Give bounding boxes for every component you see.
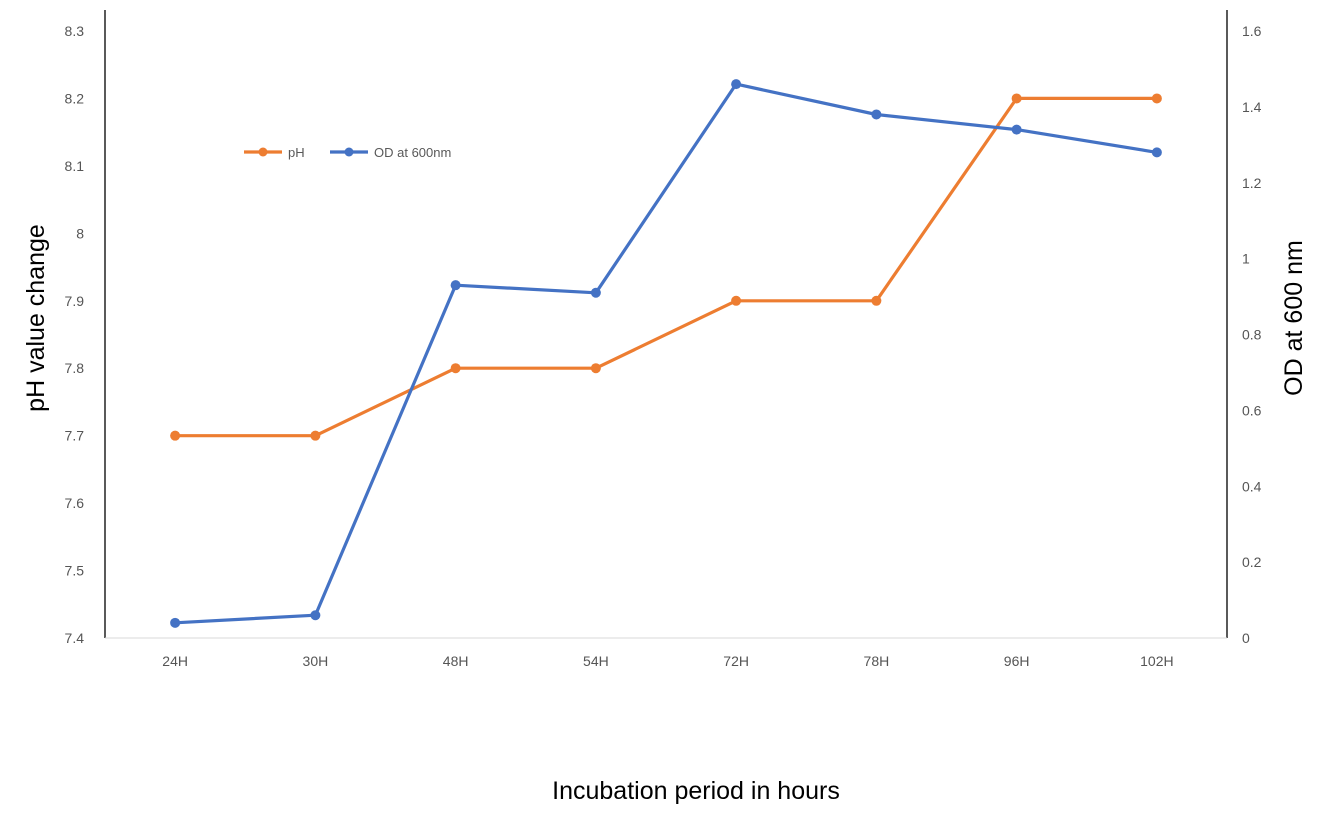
y-right-tick-label: 0.8	[1242, 327, 1262, 343]
data-point-ph	[731, 295, 742, 306]
y-right-tick-label: 1.4	[1242, 99, 1262, 115]
legend: pH OD at 600nm	[244, 145, 451, 160]
data-point-od-at-600nm	[1011, 124, 1022, 135]
series-line-ph	[173, 96, 1159, 438]
legend-entry-ph: pH	[244, 145, 305, 160]
y-left-tick-label: 8.2	[65, 90, 85, 106]
y-right-tick-label: 0	[1242, 630, 1250, 646]
series-layer	[170, 79, 1162, 628]
left-y-axis: 7.4 7.5 7.6 7.7 7.8 7.9 8 8.1 8.2 8.3	[65, 10, 106, 646]
x-tick-label: 30H	[303, 653, 329, 669]
x-tick-label: 96H	[1004, 653, 1030, 669]
data-point-od-at-600nm	[731, 79, 742, 90]
y-right-tick-label: 1.6	[1242, 23, 1262, 39]
series-ph	[170, 93, 1162, 441]
legend-label-od: OD at 600nm	[374, 145, 451, 160]
data-point-od-at-600nm	[590, 287, 601, 298]
data-point-ph	[170, 430, 181, 441]
y-left-tick-label: 7.5	[65, 563, 85, 579]
data-point-od-at-600nm	[450, 280, 461, 291]
data-point-ph	[450, 363, 461, 374]
series-od-at-600nm	[170, 79, 1162, 628]
y-right-tick-label: 1	[1242, 251, 1250, 267]
y-left-axis-title: pH value change	[22, 224, 50, 412]
x-axis-title: Incubation period in hours	[552, 777, 840, 805]
data-point-ph	[310, 430, 321, 441]
data-point-ph	[871, 295, 882, 306]
legend-label-ph: pH	[288, 145, 305, 160]
data-point-ph	[1151, 93, 1162, 104]
data-point-od-at-600nm	[170, 617, 181, 628]
x-tick-label: 54H	[583, 653, 609, 669]
data-point-od-at-600nm	[1151, 147, 1162, 158]
y-left-tick-label: 7.8	[65, 360, 85, 376]
legend-marker-od	[344, 147, 354, 157]
x-axis: 24H 30H 48H 54H 72H 78H 96H 102H	[105, 637, 1227, 669]
y-left-tick-label: 7.4	[65, 630, 85, 646]
x-tick-label: 102H	[1140, 653, 1173, 669]
y-left-tick-label: 7.6	[65, 495, 85, 511]
x-tick-label: 48H	[443, 653, 469, 669]
y-left-tick-label: 8.3	[65, 23, 85, 39]
legend-marker-ph	[258, 147, 268, 157]
data-point-ph	[1011, 93, 1022, 104]
x-tick-label: 78H	[864, 653, 890, 669]
data-point-od-at-600nm	[310, 610, 321, 621]
y-right-tick-label: 0.4	[1242, 478, 1262, 494]
x-tick-label: 24H	[162, 653, 188, 669]
x-tick-label: 72H	[723, 653, 749, 669]
y-left-tick-label: 8.1	[65, 158, 85, 174]
y-left-tick-label: 8	[76, 225, 84, 241]
right-y-axis: 0 0.2 0.4 0.6 0.8 1 1.2 1.4 1.6	[1226, 10, 1262, 646]
series-line-od-at-600nm	[173, 82, 1159, 625]
y-right-tick-label: 1.2	[1242, 175, 1262, 191]
data-point-ph	[590, 363, 601, 374]
y-left-tick-label: 7.9	[65, 293, 85, 309]
y-right-tick-label: 0.6	[1242, 402, 1262, 418]
y-left-tick-label: 7.7	[65, 428, 85, 444]
legend-entry-od: OD at 600nm	[330, 145, 451, 160]
y-right-axis-title: OD at 600 nm	[1280, 240, 1308, 396]
y-right-tick-label: 0.2	[1242, 554, 1262, 570]
data-point-od-at-600nm	[871, 109, 882, 120]
